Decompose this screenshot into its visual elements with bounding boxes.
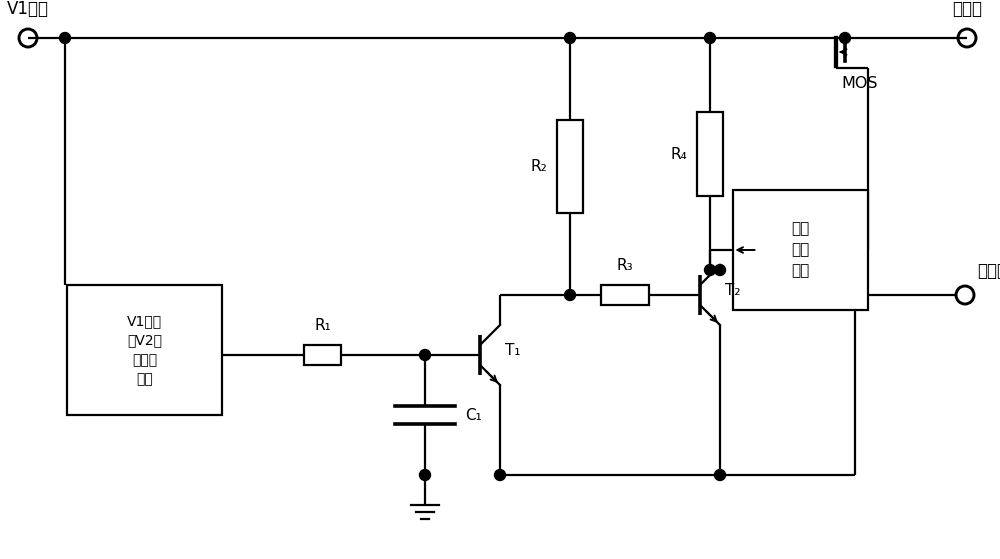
Text: R₂: R₂ [530,159,547,174]
Text: T₁: T₁ [505,343,520,358]
Text: V1转换
为V2电
压转换
模块: V1转换 为V2电 压转换 模块 [127,314,162,386]
Text: R₃: R₃ [617,258,633,273]
Bar [697,112,723,196]
Text: 正输出: 正输出 [952,0,982,18]
Bar [304,345,341,365]
Text: 负输出: 负输出 [977,262,1000,280]
Text: C₁: C₁ [465,408,482,423]
Circle shape [494,470,506,481]
Bar [67,285,222,415]
Text: MOS: MOS [841,76,878,91]
Circle shape [420,349,430,361]
Circle shape [564,290,576,301]
Circle shape [60,32,70,44]
Circle shape [714,470,726,481]
Circle shape [714,264,726,276]
Bar [601,285,649,305]
Circle shape [420,470,430,481]
Text: V1输入: V1输入 [7,0,49,18]
Text: 电平
变换
电路: 电平 变换 电路 [791,221,809,278]
Text: T₂: T₂ [725,282,740,297]
Bar [732,190,868,310]
Circle shape [704,32,716,44]
Circle shape [564,32,576,44]
Text: R₄: R₄ [670,146,687,162]
Text: R₁: R₁ [314,318,331,333]
Bar [557,120,583,213]
Circle shape [704,264,716,276]
Circle shape [839,32,850,44]
